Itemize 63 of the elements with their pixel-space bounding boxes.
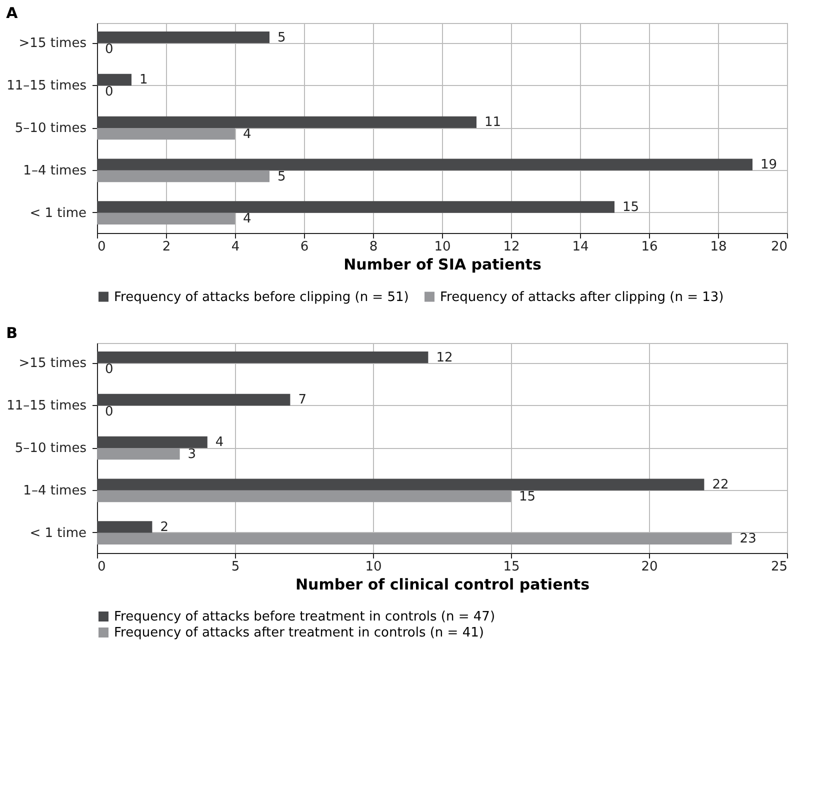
data-label: 7: [298, 392, 306, 408]
y-tick-label: >15 times: [18, 36, 87, 52]
bar: [97, 128, 235, 140]
x-tick-label: 6: [300, 240, 309, 254]
data-label: 3: [188, 446, 196, 462]
x-axis-title: Number of SIA patients: [344, 256, 542, 274]
y-tick-label: >15 times: [18, 356, 87, 372]
data-label: 0: [105, 362, 114, 377]
x-tick-label: 15: [503, 560, 520, 574]
legend-label: Frequency of attacks after treatment in controls (n = 41): [114, 626, 484, 640]
x-tick-label: 25: [770, 560, 788, 574]
legend-label: Frequency of attacks before clipping (n = 51): [114, 290, 409, 305]
data-label: 5: [278, 30, 286, 46]
data-label: 23: [740, 532, 756, 547]
y-tick-label: 1–4 times: [23, 163, 87, 178]
data-label: 0: [105, 42, 114, 57]
x-tick-label: 10: [434, 240, 451, 254]
data-label: 15: [622, 200, 640, 216]
bar: [97, 201, 614, 213]
bar: [97, 212, 235, 225]
x-axis-title: Number of clinical control patients: [295, 576, 590, 594]
x-tick-label: 0: [98, 560, 106, 574]
data-label: 15: [519, 489, 536, 504]
data-label: 22: [712, 478, 729, 493]
chart-title: B: [6, 324, 18, 342]
data-label: 4: [215, 435, 224, 450]
chart-title: A: [6, 4, 18, 22]
x-tick-label: 5: [231, 560, 240, 574]
y-tick-label: 5–10 times: [14, 441, 87, 456]
data-label: 12: [436, 350, 453, 366]
y-tick-label: 5–10 times: [14, 121, 87, 136]
data-label: 4: [243, 212, 252, 227]
x-tick-label: 20: [641, 560, 658, 574]
x-tick-label: 8: [369, 240, 378, 254]
x-tick-label: 14: [572, 240, 589, 254]
data-label: 0: [105, 404, 114, 420]
bar: [97, 116, 476, 128]
bar: [97, 170, 270, 182]
bar: [97, 31, 270, 44]
x-tick-label: 2: [162, 240, 171, 254]
data-label: 5: [278, 169, 286, 184]
y-tick-label: 1–4 times: [23, 483, 87, 498]
x-tick-label: 20: [770, 240, 788, 254]
data-label: 0: [105, 84, 114, 100]
x-tick-label: 10: [365, 560, 382, 574]
x-tick-label: 4: [231, 240, 240, 254]
x-tick-label: 18: [710, 240, 727, 254]
data-label: 19: [760, 158, 778, 173]
data-label: 2: [160, 520, 168, 536]
bar: [97, 74, 132, 86]
x-tick-label: 16: [641, 240, 658, 254]
bar: [97, 158, 752, 170]
y-tick-label: < 1 time: [30, 206, 86, 221]
legend-label: Frequency of attacks after clipping (n = 13): [440, 290, 724, 305]
legend-label: Frequency of attacks before treatment in controls (n = 47): [114, 610, 496, 624]
data-label: 11: [484, 115, 502, 130]
y-tick-label: < 1 time: [30, 526, 86, 541]
x-tick-label: 12: [503, 240, 520, 254]
y-tick-label: 11–15 times: [6, 398, 87, 414]
data-label: 4: [243, 126, 252, 142]
y-tick-label: 11–15 times: [6, 78, 87, 94]
x-tick-label: 0: [98, 240, 106, 254]
data-label: 1: [140, 72, 148, 88]
